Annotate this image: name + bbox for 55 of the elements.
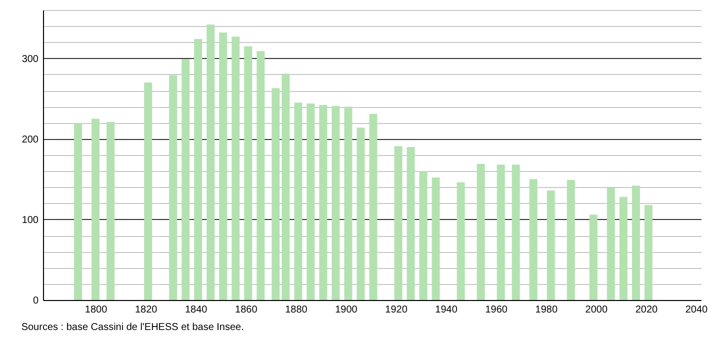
bar (606, 188, 615, 300)
bar (294, 102, 302, 300)
bar (394, 146, 402, 300)
bar (92, 118, 100, 300)
x-tick-label: 1980 (535, 304, 558, 316)
bar (219, 32, 228, 300)
bar (496, 164, 505, 300)
bar (169, 75, 178, 300)
x-tick-label: 1800 (84, 304, 108, 316)
bar (529, 179, 538, 300)
y-tick-label: 0 (32, 296, 39, 306)
x-tick-label: 1880 (285, 304, 308, 316)
y-tick-label: 100 (22, 214, 39, 226)
y-tick-label: 200 (22, 134, 39, 146)
bar (632, 186, 640, 300)
bar (369, 114, 378, 300)
bar (272, 88, 280, 300)
bar (356, 128, 365, 300)
bar (244, 46, 252, 300)
bar (619, 196, 628, 300)
bar (306, 103, 315, 300)
bar (74, 124, 82, 300)
bar (546, 190, 555, 300)
bar (589, 214, 598, 300)
bar (432, 178, 440, 300)
x-tick-label: 1840 (184, 304, 208, 316)
bar (344, 106, 352, 300)
bar (419, 171, 428, 300)
bar (476, 164, 485, 300)
y-tick-label: 300 (22, 54, 39, 65)
bar (406, 146, 415, 300)
bar (144, 82, 152, 300)
source-note: Sources : base Cassini de l'EHESS et base Insee. (21, 322, 244, 333)
x-tick-label: 1820 (134, 304, 158, 316)
bar (182, 59, 190, 300)
x-tick-label: 2000 (585, 304, 608, 316)
x-tick-label: 1940 (435, 304, 458, 316)
bar (256, 51, 265, 300)
bar (456, 182, 465, 300)
bar (194, 39, 202, 300)
bar (512, 164, 520, 300)
x-tick-label: 1960 (485, 304, 508, 316)
x-tick-label: 1920 (385, 304, 408, 316)
bar (106, 122, 115, 300)
bar (232, 36, 240, 300)
bar (566, 180, 575, 300)
bar (644, 204, 652, 300)
bar (282, 74, 290, 300)
x-tick-label: 1860 (235, 304, 258, 316)
bar (319, 105, 328, 300)
x-tick-label: 2020 (635, 304, 658, 316)
x-tick-label: 1900 (335, 304, 358, 316)
x-tick-label: 2040 (685, 304, 708, 316)
bar (332, 106, 340, 300)
bar (206, 24, 215, 300)
